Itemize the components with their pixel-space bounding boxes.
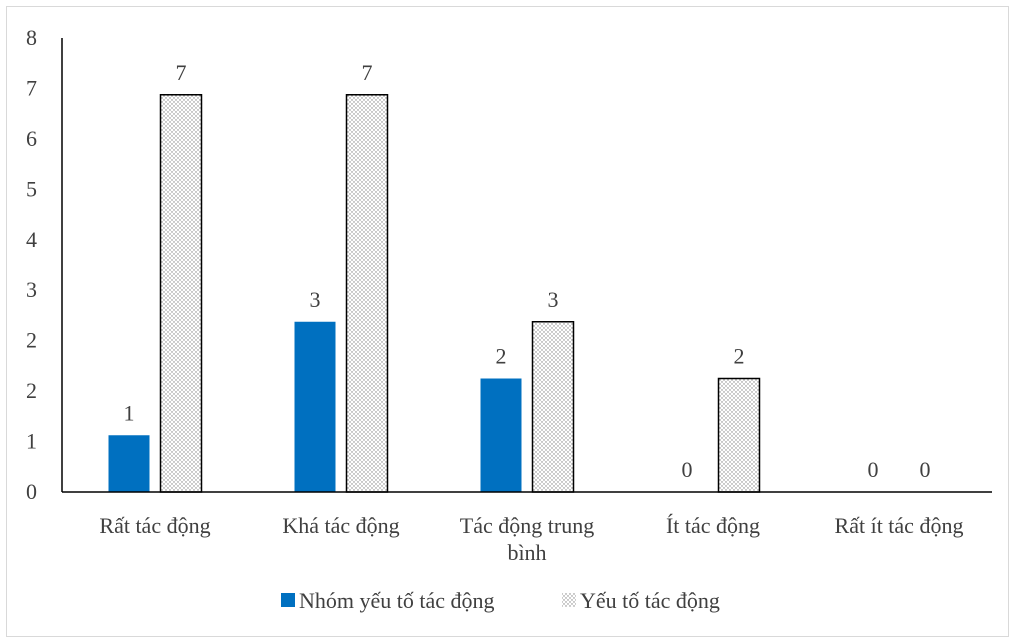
data-label: 2: [496, 344, 507, 369]
legend-label-1: Nhóm yếu tố tác động: [299, 588, 495, 613]
y-tick-label: 1: [26, 429, 37, 454]
x-axis: Rất tác động Khá tác động Tác động trung bì…: [62, 491, 992, 565]
bar-1: [108, 435, 150, 492]
bar-1: [294, 321, 336, 492]
data-label: 7: [176, 60, 187, 85]
x-tick-label: Tác động trung bình: [460, 513, 594, 565]
data-label: 0: [868, 457, 879, 482]
bar-2: [345, 94, 389, 493]
legend-swatch-2: [562, 593, 576, 607]
chart-frame: 0 1 2 2 3 4 5 6 7 8 1 7 3 7 2 3 0 2 0 0 Rất tác động Khá tá…: [6, 6, 1009, 637]
y-tick-label: 6: [26, 126, 37, 151]
y-tick-label: 4: [26, 227, 37, 252]
legend-swatch-1: [281, 593, 295, 607]
y-tick-label: 2: [26, 328, 37, 353]
bar-2: [159, 94, 203, 493]
y-tick-label: 2: [26, 378, 37, 403]
bar-2: [717, 377, 761, 493]
x-tick-label: Rất ít tác động: [835, 513, 964, 538]
y-tick-label: 3: [26, 277, 37, 302]
legend: Nhóm yếu tố tác động Yếu tố tác động: [281, 588, 720, 613]
bar-2: [531, 321, 575, 493]
x-tick-label: Khá tác động: [282, 513, 399, 538]
y-tick-label: 5: [26, 176, 37, 201]
data-label: 7: [362, 60, 373, 85]
data-label: 3: [548, 287, 559, 312]
bar-1: [480, 378, 522, 492]
x-tick-label: Rất tác động: [99, 513, 210, 538]
data-label: 2: [734, 344, 745, 369]
y-axis: 0 1 2 2 3 4 5 6 7 8: [26, 25, 63, 504]
y-tick-label: 8: [26, 25, 37, 50]
legend-label-2: Yếu tố tác động: [580, 588, 720, 613]
data-label: 0: [920, 457, 931, 482]
x-tick-label: Ít tác động: [666, 513, 760, 538]
bars: [108, 94, 761, 493]
bar-chart: 0 1 2 2 3 4 5 6 7 8 1 7 3 7 2 3 0 2 0 0 Rất tác động Khá tá…: [26, 25, 992, 613]
data-label: 1: [124, 400, 135, 425]
data-labels: 1 7 3 7 2 3 0 2 0 0: [124, 60, 931, 482]
y-tick-label: 7: [26, 75, 37, 100]
data-label: 0: [682, 457, 693, 482]
y-tick-label: 0: [26, 479, 37, 504]
data-label: 3: [310, 287, 321, 312]
